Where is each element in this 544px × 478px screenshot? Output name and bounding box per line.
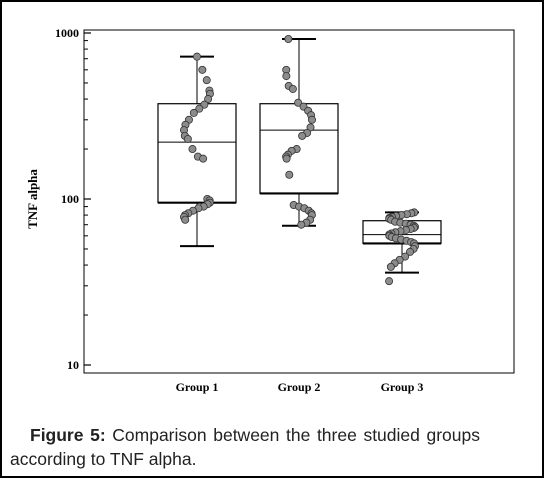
- data-point: [294, 98, 303, 107]
- x-group-label: Group 2: [278, 380, 321, 394]
- data-point: [199, 154, 208, 163]
- y-tick-label: 1000: [55, 26, 79, 40]
- y-tick-label: 10: [67, 358, 79, 372]
- y-tick-label: 100: [61, 192, 79, 206]
- data-point: [204, 95, 213, 104]
- box-1: [157, 52, 237, 248]
- data-point: [188, 145, 197, 154]
- box-3: [362, 208, 442, 286]
- data-point: [298, 131, 307, 140]
- data-point: [288, 84, 297, 93]
- y-axis-title: TNF alpha: [25, 169, 40, 229]
- data-point: [192, 52, 201, 61]
- data-point: [195, 104, 204, 113]
- box-2: [259, 35, 339, 229]
- figure-caption-text: Comparison between the three studied gro…: [10, 425, 480, 469]
- data-point: [189, 108, 198, 117]
- data-point: [406, 247, 415, 256]
- data-point: [297, 220, 306, 229]
- x-group-label: Group 1: [176, 380, 219, 394]
- x-group-label: Group 3: [381, 380, 424, 394]
- data-point: [282, 154, 291, 163]
- data-point: [202, 76, 211, 85]
- data-point: [183, 134, 192, 143]
- data-point: [386, 262, 395, 271]
- plot-area: [83, 29, 515, 374]
- figure-caption: Figure 5: Comparison between the three s…: [10, 423, 480, 471]
- y-axis-ticks: 10 100 1000: [55, 26, 91, 372]
- box-plot-chart: 10 100 1000 Group 1 Group 2 Group 3 TNF alph…: [25, 26, 515, 394]
- data-point: [181, 215, 190, 224]
- box-series: [157, 35, 442, 286]
- data-point: [198, 65, 207, 74]
- data-point: [385, 277, 394, 286]
- data-point: [282, 72, 291, 81]
- data-point: [307, 115, 316, 124]
- x-axis-group-labels: Group 1 Group 2 Group 3: [176, 380, 424, 394]
- data-point: [284, 35, 293, 44]
- data-point: [285, 170, 294, 179]
- figure-label: Figure 5:: [30, 425, 106, 445]
